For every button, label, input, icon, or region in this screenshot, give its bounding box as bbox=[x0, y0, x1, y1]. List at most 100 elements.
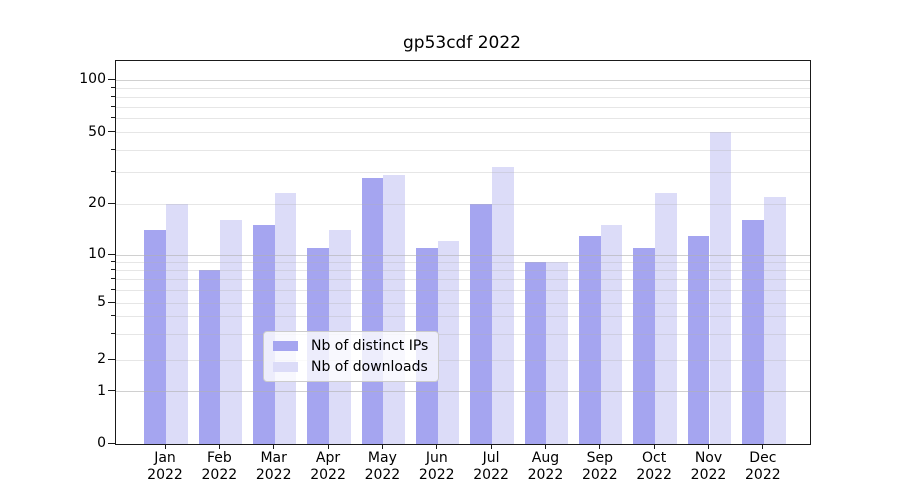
x-tick-mark bbox=[653, 444, 655, 449]
minor-gridline bbox=[116, 316, 810, 318]
minor-gridline bbox=[116, 289, 810, 291]
y-tick-label: 0 bbox=[97, 435, 106, 452]
x-tick-mark bbox=[708, 444, 709, 449]
major-gridline bbox=[116, 254, 810, 256]
minor-gridline bbox=[116, 172, 810, 174]
minor-gridline bbox=[116, 96, 810, 98]
y-minor-tick-mark bbox=[111, 95, 115, 97]
x-tick-label-year: 2022 bbox=[310, 467, 346, 483]
minor-gridline bbox=[116, 359, 810, 361]
x-tick-mark bbox=[273, 444, 275, 449]
y-tick-mark bbox=[108, 253, 115, 255]
x-tick-mark bbox=[762, 444, 764, 449]
minor-gridline bbox=[116, 334, 810, 336]
y-minor-tick-mark bbox=[111, 260, 115, 262]
legend-swatch-distinct-ips bbox=[273, 341, 298, 351]
y-minor-tick-mark bbox=[111, 268, 115, 270]
x-tick-label-year: 2022 bbox=[690, 467, 727, 483]
bar-distinct-ips-jul bbox=[470, 204, 493, 444]
y-minor-tick-mark bbox=[111, 288, 115, 290]
x-tick-mark bbox=[436, 444, 438, 449]
y-minor-tick-mark bbox=[111, 333, 115, 335]
bar-distinct-ips-aug bbox=[524, 262, 547, 444]
legend-item: Nb of downloads bbox=[273, 359, 428, 375]
major-gridline bbox=[116, 391, 810, 393]
x-tick-label-year: 2022 bbox=[473, 467, 509, 483]
x-tick-label: Nov 2022 bbox=[674, 450, 744, 484]
legend: Nb of distinct IPs Nb of downloads bbox=[263, 331, 440, 382]
x-tick-label: Feb 2022 bbox=[184, 450, 254, 484]
y-minor-tick-mark bbox=[111, 358, 115, 360]
x-tick-label-month: Mar bbox=[260, 450, 287, 466]
legend-swatch-downloads bbox=[273, 362, 298, 372]
x-tick-label: Jun 2022 bbox=[402, 450, 472, 484]
y-tick-label: 1 bbox=[97, 382, 106, 399]
bar-downloads-may bbox=[383, 174, 406, 444]
minor-gridline bbox=[116, 149, 810, 151]
y-minor-tick-mark bbox=[111, 148, 115, 150]
y-tick-mark bbox=[108, 78, 115, 80]
y-tick-label: 10 bbox=[88, 246, 106, 262]
legend-item: Nb of distinct IPs bbox=[273, 338, 428, 354]
minor-gridline bbox=[116, 269, 810, 271]
minor-gridline bbox=[116, 279, 810, 281]
y-minor-tick-mark bbox=[111, 301, 115, 303]
legend-label: Nb of distinct IPs bbox=[311, 338, 429, 354]
y-minor-tick-mark bbox=[111, 315, 115, 317]
minor-gridline bbox=[116, 87, 810, 89]
x-tick-label: Sep 2022 bbox=[565, 450, 635, 484]
x-tick-label-month: Apr bbox=[315, 450, 341, 466]
minor-gridline bbox=[116, 106, 810, 108]
y-minor-tick-mark bbox=[111, 86, 115, 88]
chart-title: gp53cdf 2022 bbox=[402, 33, 521, 53]
x-tick-label: Dec 2022 bbox=[728, 450, 798, 484]
minor-gridline bbox=[116, 118, 810, 120]
x-tick-label-year: 2022 bbox=[255, 467, 292, 483]
x-tick-label-year: 2022 bbox=[147, 467, 183, 483]
y-minor-tick-mark bbox=[111, 105, 115, 107]
legend-label: Nb of downloads bbox=[311, 359, 428, 375]
x-tick-label: Mar 2022 bbox=[239, 450, 309, 484]
x-tick-label-year: 2022 bbox=[527, 467, 564, 483]
x-tick-label: Apr 2022 bbox=[293, 450, 363, 484]
x-tick-label-month: Nov bbox=[694, 450, 723, 466]
bar-downloads-oct bbox=[655, 193, 677, 444]
bar-distinct-ips-nov bbox=[687, 235, 710, 444]
y-tick-label: 50 bbox=[88, 123, 106, 140]
bar-downloads-mar bbox=[274, 193, 297, 444]
minor-gridline bbox=[116, 302, 810, 304]
x-tick-mark bbox=[381, 444, 383, 449]
y-minor-tick-mark bbox=[111, 202, 115, 204]
bar-distinct-ips-may bbox=[361, 177, 384, 444]
x-tick-mark bbox=[490, 444, 492, 449]
y-minor-tick-mark bbox=[111, 278, 115, 280]
x-tick-label-year: 2022 bbox=[636, 467, 672, 483]
plot-area bbox=[115, 60, 811, 445]
x-tick-label-month: Jan bbox=[154, 450, 176, 466]
bar-distinct-ips-feb bbox=[198, 270, 221, 444]
x-tick-mark bbox=[164, 444, 166, 449]
bar-downloads-nov bbox=[709, 132, 732, 444]
bar-downloads-jun bbox=[437, 241, 460, 444]
x-tick-label-month: Sep bbox=[586, 450, 613, 466]
x-tick-mark bbox=[218, 444, 220, 449]
bar-downloads-sep bbox=[600, 225, 623, 444]
x-tick-label-month: May bbox=[367, 450, 397, 466]
y-tick-mark bbox=[108, 442, 115, 444]
y-tick-label: 2 bbox=[97, 351, 106, 368]
bar-downloads-jan bbox=[166, 204, 188, 444]
x-tick-label-year: 2022 bbox=[745, 467, 781, 483]
bar-distinct-ips-sep bbox=[579, 235, 601, 444]
bar-downloads-dec bbox=[763, 196, 786, 444]
x-tick-mark bbox=[327, 444, 329, 449]
bar-downloads-aug bbox=[546, 262, 569, 444]
x-tick-label: May 2022 bbox=[347, 450, 417, 484]
minor-gridline bbox=[116, 261, 810, 263]
y-minor-tick-mark bbox=[111, 171, 115, 173]
x-tick-label-year: 2022 bbox=[581, 467, 618, 483]
x-tick-label-month: Jul bbox=[482, 450, 500, 466]
x-tick-label-month: Aug bbox=[531, 450, 560, 466]
minor-gridline bbox=[116, 132, 810, 134]
x-tick-label-month: Feb bbox=[206, 450, 232, 466]
